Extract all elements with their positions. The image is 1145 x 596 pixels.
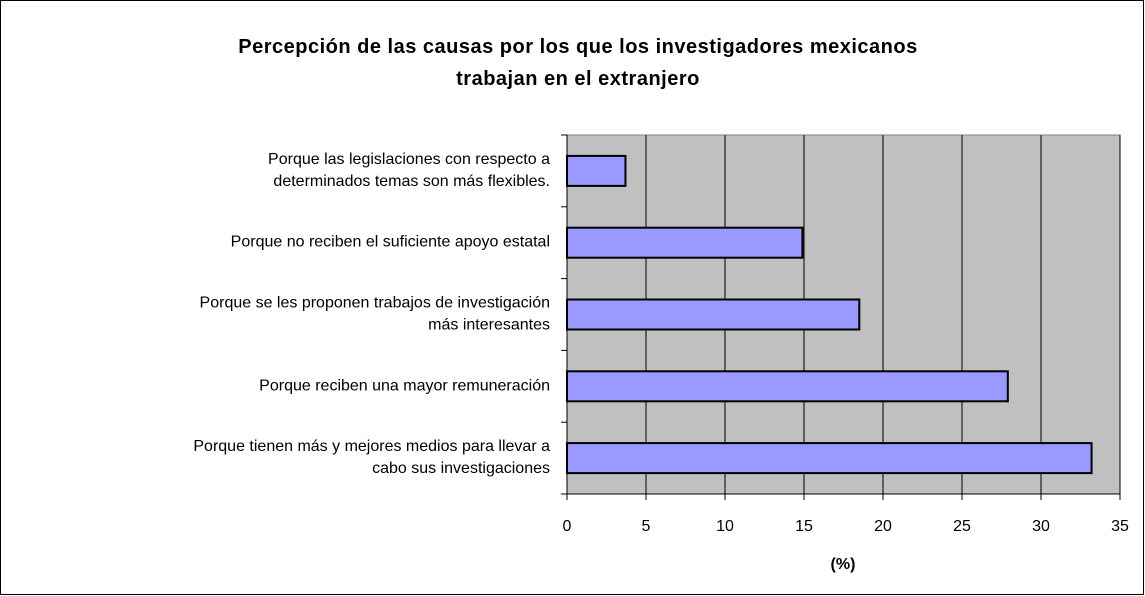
x-axis-title: (%) [831,556,856,573]
x-tick-label: 20 [874,518,892,535]
chart-title: Percepción de las causas por los que los… [238,36,917,90]
bar [566,226,804,259]
y-tick-label: Porque tienen más y mejores medios para … [193,438,550,477]
x-tick-label: 15 [795,518,813,535]
bar [566,154,627,187]
y-tick-label: Porque reciben una mayor remuneración [259,378,550,395]
y-tick-label: Porque no reciben el suficiente apoyo es… [231,234,550,251]
x-tick-label: 35 [1111,518,1129,535]
bar [566,442,1093,475]
x-tick-label: 30 [1032,518,1050,535]
x-tick-label: 10 [716,518,734,535]
bar [566,370,1009,403]
x-tick-label: 25 [953,518,971,535]
x-tick-label: 5 [642,518,651,535]
y-tick-label: Porque se les proponen trabajos de inves… [200,295,550,334]
bar [566,298,861,331]
x-tick-label: 0 [563,518,572,535]
